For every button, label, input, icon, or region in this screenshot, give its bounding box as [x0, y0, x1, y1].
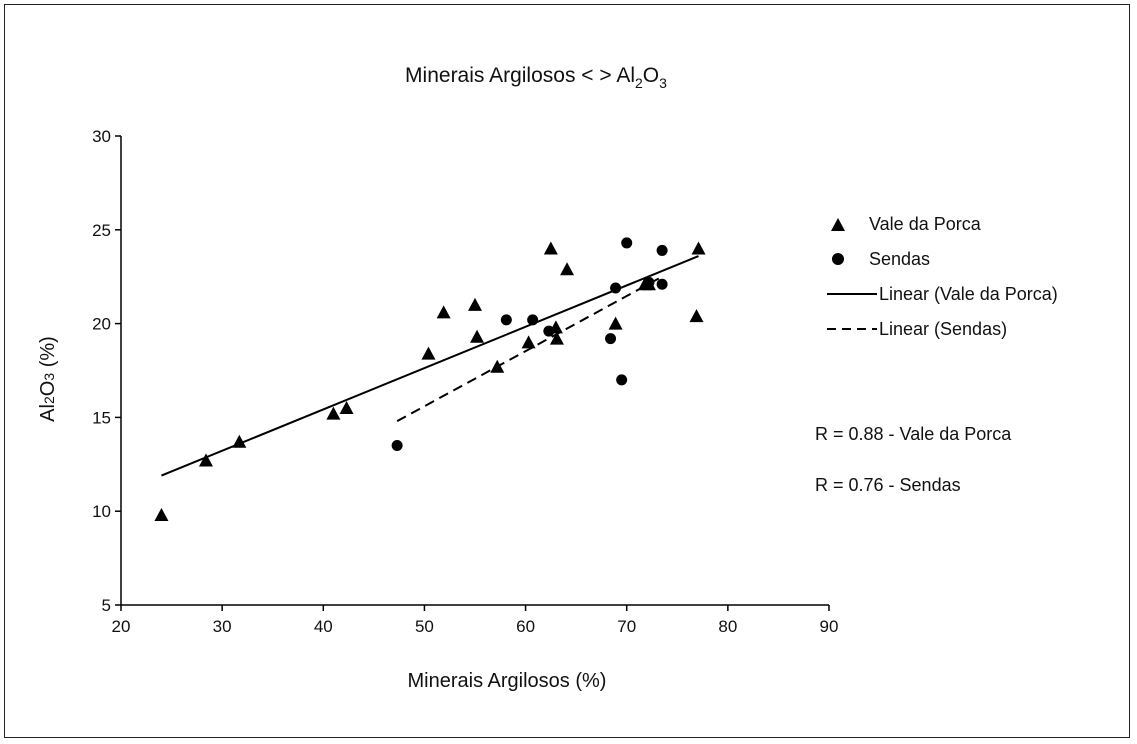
- point-sendas: [656, 244, 668, 256]
- point-vale-da-porca: [549, 331, 564, 345]
- point-vale-da-porca: [326, 406, 341, 420]
- scatter-chart: Minerais Argilosos < > Al2O3 Al2O3 (%) M…: [37, 64, 1058, 692]
- x-tick-label: 60: [516, 617, 535, 636]
- point-vale-da-porca: [691, 241, 706, 255]
- y-tick-label: 15: [92, 408, 111, 427]
- x-tick-label: 30: [213, 617, 232, 636]
- point-vale-da-porca: [436, 305, 451, 319]
- annotation-r-sendas: R = 0.76 - Sendas: [815, 475, 961, 495]
- axes: 20 30 40 50 60 70 80 90 5 10 15 20 25 30: [92, 127, 838, 636]
- y-tick-label: 10: [92, 502, 111, 521]
- chart-frame: Minerais Argilosos < > Al2O3 Al2O3 (%) M…: [4, 4, 1130, 738]
- trendline-vale-da-porca: [161, 255, 699, 477]
- point-vale-da-porca: [560, 262, 575, 276]
- x-tick-label: 40: [314, 617, 333, 636]
- x-tick-label: 20: [112, 617, 131, 636]
- point-vale-da-porca: [468, 297, 482, 311]
- point-vale-da-porca: [421, 346, 436, 360]
- point-vale-da-porca: [232, 434, 247, 448]
- point-sendas: [643, 276, 655, 288]
- x-tick-label: 80: [718, 617, 737, 636]
- point-sendas: [527, 314, 539, 326]
- trendlines: [161, 255, 699, 477]
- point-sendas: [543, 325, 555, 337]
- point-vale-da-porca: [154, 507, 169, 521]
- y-tick-label: 5: [102, 596, 111, 615]
- annotation-r-vale-da-porca: R = 0.88 - Vale da Porca: [815, 424, 1012, 444]
- point-vale-da-porca: [543, 241, 558, 255]
- legend: Vale da Porca Sendas Linear (Vale da Por…: [827, 214, 1058, 339]
- point-vale-da-porca: [470, 329, 485, 343]
- trendline-sendas: [396, 275, 663, 423]
- point-vale-da-porca: [339, 401, 354, 415]
- y-tick-label: 25: [92, 221, 111, 240]
- x-tick-label: 70: [617, 617, 636, 636]
- legend-item-linear-vale-da-porca: Linear (Vale da Porca): [827, 284, 1058, 304]
- legend-label-linear-vale-da-porca: Linear (Vale da Porca): [879, 284, 1058, 304]
- legend-label-linear-sendas: Linear (Sendas): [879, 319, 1007, 339]
- legend-circle-marker: [832, 253, 844, 265]
- point-sendas: [605, 333, 617, 345]
- legend-label-vale-da-porca: Vale da Porca: [869, 214, 982, 234]
- legend-triangle-marker: [831, 218, 845, 231]
- x-tick-label: 90: [820, 617, 839, 636]
- point-sendas: [500, 314, 512, 326]
- legend-item-vale-da-porca: Vale da Porca: [831, 214, 982, 234]
- data-marks: [154, 237, 706, 521]
- point-vale-da-porca: [608, 316, 623, 330]
- point-vale-da-porca: [198, 453, 213, 467]
- point-sendas: [621, 237, 633, 249]
- point-vale-da-porca: [521, 335, 536, 349]
- point-sendas: [616, 374, 628, 386]
- point-vale-da-porca: [689, 309, 704, 323]
- y-tick-label: 30: [92, 127, 111, 146]
- legend-label-sendas: Sendas: [869, 249, 930, 269]
- y-tick-label: 20: [92, 315, 111, 334]
- point-sendas: [391, 440, 403, 452]
- point-vale-da-porca: [490, 359, 505, 373]
- point-sendas: [656, 278, 668, 290]
- y-axis-label: Al2O3 (%): [37, 336, 59, 422]
- legend-item-sendas: Sendas: [832, 249, 930, 269]
- legend-item-linear-sendas: Linear (Sendas): [827, 319, 1007, 339]
- chart-title: Minerais Argilosos < > Al2O3: [405, 64, 667, 91]
- x-axis-label: Minerais Argilosos (%): [408, 670, 607, 692]
- x-tick-label: 50: [415, 617, 434, 636]
- point-sendas: [610, 282, 622, 294]
